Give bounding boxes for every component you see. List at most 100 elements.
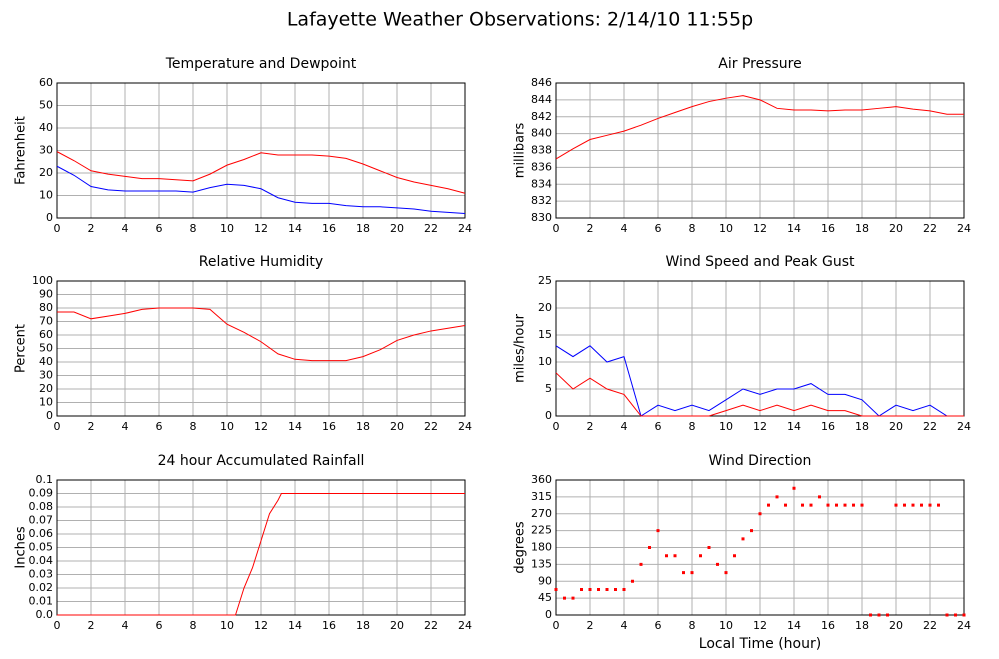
data-line	[57, 307, 466, 362]
x-tick-label: 12	[753, 222, 767, 235]
data-point	[622, 588, 626, 591]
data-point	[767, 503, 770, 507]
y-axis-label: Percent	[14, 324, 29, 373]
y-tick-label: 30	[39, 144, 53, 157]
y-axis-label: Inches	[14, 526, 29, 568]
data-point	[571, 596, 575, 600]
data-point	[801, 503, 804, 507]
data-point	[580, 588, 583, 591]
x-tick-label: 2	[88, 619, 95, 632]
y-tick-label: 20	[39, 166, 53, 179]
x-tick-label: 4	[621, 222, 628, 235]
y-tick-label: 834	[531, 177, 552, 190]
y-tick-label: 315	[531, 490, 552, 503]
y-tick-label: 0.09	[29, 487, 54, 500]
data-point	[843, 503, 847, 507]
x-tick-label: 6	[655, 222, 662, 235]
y-tick-label: 225	[531, 524, 552, 537]
x-tick-label: 6	[156, 420, 163, 433]
chart-title: Wind Speed and Peak Gust	[666, 254, 855, 270]
data-line	[56, 165, 466, 214]
data-point	[656, 529, 660, 533]
x-tick-label: 0	[54, 420, 61, 433]
x-tick-label: 24	[458, 222, 472, 235]
chart-title: Air Pressure	[718, 56, 801, 72]
y-tick-label: 5	[545, 382, 552, 395]
x-tick-label: 20	[889, 222, 903, 235]
x-tick-label: 12	[753, 619, 767, 632]
x-tick-label: 24	[957, 619, 971, 632]
plot-frame	[555, 82, 965, 219]
x-tick-label: 2	[88, 420, 95, 433]
data-line	[555, 345, 964, 417]
y-tick-label: 0.02	[29, 581, 54, 594]
y-tick-label: 0.08	[29, 500, 54, 513]
y-tick-label: 30	[39, 369, 53, 382]
x-tick-label: 16	[322, 619, 336, 632]
y-tick-label: 20	[538, 301, 552, 314]
y-tick-label: 0.05	[29, 541, 54, 554]
plot-frame	[555, 479, 965, 616]
x-tick-label: 16	[821, 619, 835, 632]
y-tick-label: 20	[39, 382, 53, 395]
y-tick-label: 180	[531, 541, 552, 554]
data-point	[826, 503, 830, 507]
x-tick-label: 10	[719, 222, 733, 235]
x-tick-label: 16	[322, 420, 336, 433]
data-point	[877, 613, 881, 617]
y-tick-label: 50	[39, 99, 53, 112]
x-tick-label: 2	[587, 222, 594, 235]
x-tick-label: 12	[254, 420, 268, 433]
y-tick-label: 832	[531, 194, 552, 207]
data-point	[588, 588, 592, 591]
x-tick-label: 10	[220, 619, 234, 632]
data-line	[57, 493, 465, 616]
data-point	[597, 588, 600, 591]
x-tick-label: 18	[855, 619, 869, 632]
x-tick-label: 4	[122, 420, 129, 433]
x-tick-label: 0	[553, 619, 560, 632]
x-tick-label: 8	[689, 222, 696, 235]
y-tick-label: 270	[531, 507, 552, 520]
y-tick-label: 360	[531, 473, 552, 486]
data-point	[665, 554, 668, 558]
data-point	[869, 613, 872, 617]
data-point	[835, 503, 838, 507]
y-tick-label: 50	[39, 342, 53, 355]
data-point	[937, 503, 940, 507]
x-tick-label: 14	[288, 222, 302, 235]
y-tick-label: 846	[531, 76, 552, 89]
x-tick-label: 10	[719, 619, 733, 632]
x-tick-label: 6	[156, 222, 163, 235]
data-point	[614, 588, 617, 591]
x-tick-label: 12	[753, 420, 767, 433]
y-tick-label: 60	[39, 76, 53, 89]
x-tick-label: 22	[923, 420, 937, 433]
data-point	[809, 503, 813, 507]
x-tick-label: 22	[424, 222, 438, 235]
data-point	[758, 512, 762, 516]
x-tick-label: 4	[621, 420, 628, 433]
x-tick-label: 14	[787, 420, 801, 433]
y-tick-label: 836	[531, 160, 552, 173]
y-tick-label: 40	[39, 355, 53, 368]
x-tick-label: 8	[190, 619, 197, 632]
y-tick-label: 844	[531, 93, 552, 106]
y-tick-label: 0.01	[29, 595, 54, 608]
x-tick-label: 18	[356, 420, 370, 433]
y-tick-label: 840	[531, 127, 552, 140]
x-tick-label: 4	[122, 619, 129, 632]
y-tick-label: 135	[531, 557, 552, 570]
data-point	[954, 613, 957, 617]
data-point	[852, 503, 855, 507]
x-tick-label: 8	[190, 222, 197, 235]
data-point	[563, 596, 566, 600]
page-title: Lafayette Weather Observations: 2/14/10 …	[287, 9, 753, 31]
x-tick-label: 24	[458, 619, 472, 632]
x-tick-label: 20	[889, 619, 903, 632]
data-point	[928, 503, 932, 507]
data-point	[911, 503, 915, 507]
y-tick-label: 45	[538, 591, 552, 604]
y-axis-label: degrees	[513, 521, 528, 574]
x-tick-label: 2	[587, 420, 594, 433]
